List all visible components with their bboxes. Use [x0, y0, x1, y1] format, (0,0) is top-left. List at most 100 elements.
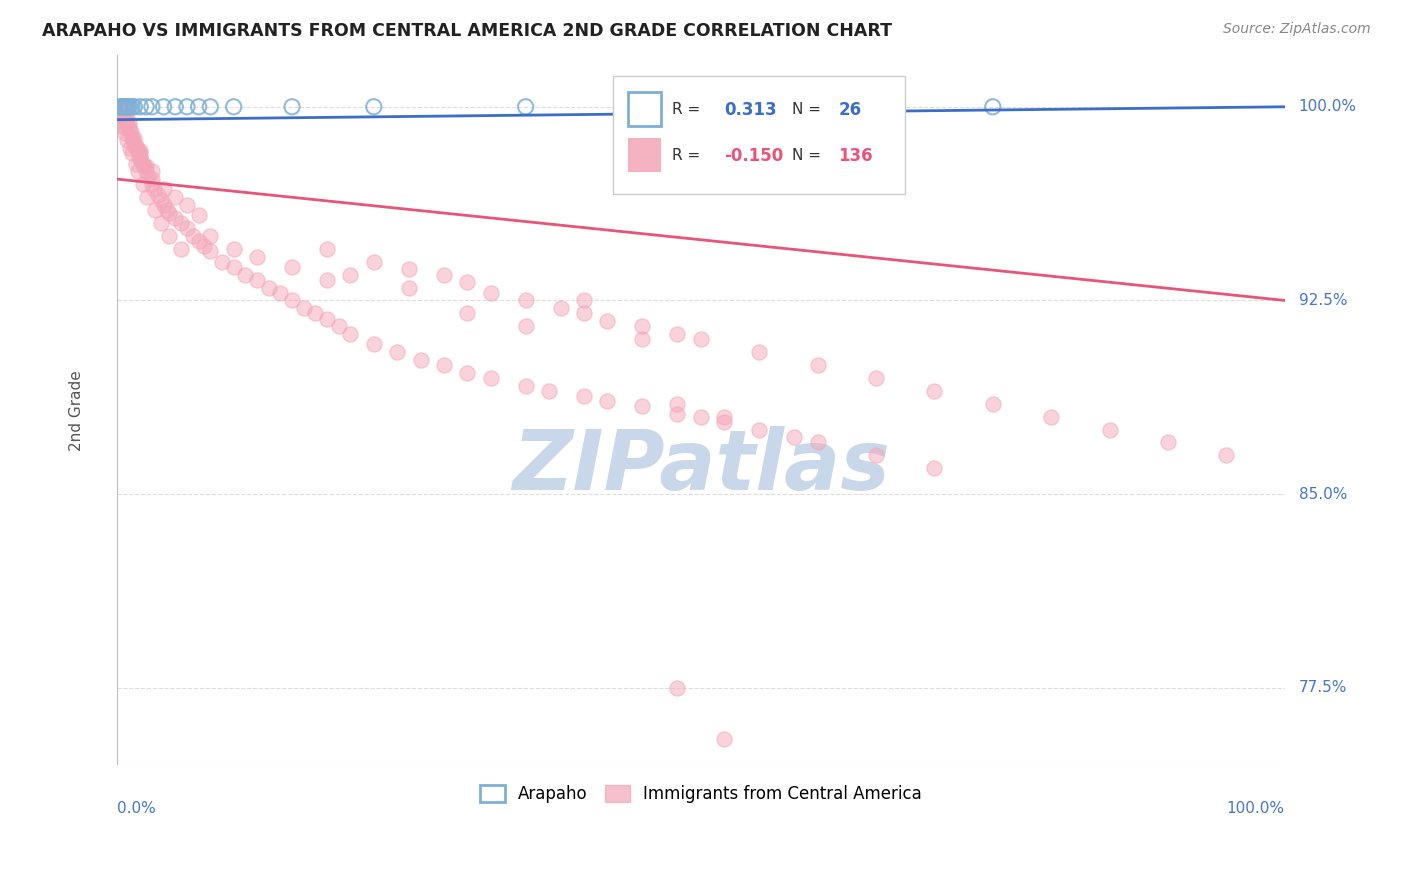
Point: [479, 285, 502, 300]
Text: -0.150: -0.150: [724, 147, 783, 165]
Point: [136, 190, 159, 204]
Point: [456, 306, 478, 320]
Point: [246, 250, 269, 264]
Point: [129, 152, 152, 166]
Text: ZIPatlas: ZIPatlas: [512, 426, 890, 508]
Point: [1157, 435, 1180, 450]
Point: [156, 203, 179, 218]
Point: [114, 112, 136, 127]
Point: [124, 136, 146, 150]
Point: [200, 100, 222, 114]
Point: [515, 319, 537, 334]
Point: [152, 198, 174, 212]
Point: [572, 306, 595, 320]
Point: [150, 216, 173, 230]
Point: [666, 681, 689, 695]
Point: [222, 260, 245, 274]
Point: [1215, 448, 1237, 462]
Point: [409, 352, 432, 367]
Point: [117, 100, 139, 114]
Point: [689, 332, 711, 346]
Point: [111, 107, 134, 121]
Point: [115, 100, 138, 114]
Point: [108, 100, 131, 114]
Point: [748, 423, 770, 437]
Point: [193, 239, 215, 253]
Point: [865, 448, 887, 462]
Point: [713, 415, 735, 429]
Point: [1040, 409, 1063, 424]
Point: [110, 100, 132, 114]
Point: [398, 280, 420, 294]
Point: [124, 138, 146, 153]
Point: [550, 301, 572, 315]
Point: [176, 100, 198, 114]
Point: [433, 358, 456, 372]
Point: [118, 100, 141, 114]
Point: [181, 228, 204, 243]
Text: 100.0%: 100.0%: [1299, 99, 1357, 114]
Point: [129, 152, 152, 166]
Point: [121, 130, 143, 145]
Text: R =: R =: [672, 103, 700, 118]
Point: [200, 244, 222, 259]
Point: [170, 242, 193, 256]
Text: 77.5%: 77.5%: [1299, 681, 1347, 695]
Point: [200, 228, 222, 243]
Point: [114, 100, 136, 114]
Point: [596, 314, 619, 328]
Point: [572, 389, 595, 403]
Point: [170, 216, 193, 230]
FancyBboxPatch shape: [613, 77, 905, 194]
Point: [211, 254, 233, 268]
Point: [131, 154, 153, 169]
Point: [129, 144, 152, 158]
Point: [115, 110, 138, 124]
Point: [666, 397, 689, 411]
Point: [124, 156, 146, 170]
Point: [865, 100, 887, 114]
Point: [398, 262, 420, 277]
Point: [112, 110, 135, 124]
Point: [125, 141, 148, 155]
Point: [713, 732, 735, 747]
Text: Source: ZipAtlas.com: Source: ZipAtlas.com: [1223, 22, 1371, 37]
Point: [292, 301, 315, 315]
Point: [131, 178, 153, 192]
Point: [222, 242, 245, 256]
Point: [187, 234, 209, 248]
Point: [316, 273, 339, 287]
Text: 0.313: 0.313: [724, 101, 776, 119]
Point: [316, 311, 339, 326]
Point: [666, 326, 689, 341]
Point: [122, 133, 145, 147]
Point: [187, 208, 209, 222]
Point: [129, 100, 152, 114]
Point: [385, 345, 408, 359]
Point: [141, 172, 163, 186]
Point: [135, 164, 157, 178]
Point: [115, 115, 138, 129]
Point: [339, 326, 361, 341]
Point: [152, 182, 174, 196]
Point: [120, 126, 142, 140]
Point: [515, 293, 537, 308]
Point: [112, 105, 135, 120]
Point: [135, 100, 157, 114]
Point: [257, 280, 280, 294]
Point: [666, 407, 689, 421]
Point: [117, 100, 139, 114]
Text: 92.5%: 92.5%: [1299, 293, 1347, 308]
Point: [127, 144, 149, 158]
Point: [363, 337, 385, 351]
Text: 136: 136: [838, 147, 873, 165]
Point: [111, 120, 134, 135]
Point: [108, 100, 131, 114]
Point: [146, 187, 169, 202]
Point: [783, 430, 806, 444]
Point: [107, 100, 129, 114]
Point: [150, 193, 173, 207]
Point: [596, 394, 619, 409]
Point: [176, 198, 198, 212]
Point: [124, 130, 146, 145]
